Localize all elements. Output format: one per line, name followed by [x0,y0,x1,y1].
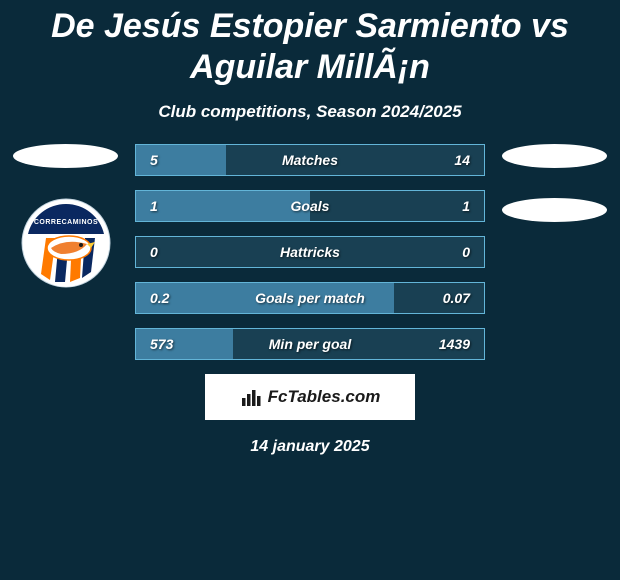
stat-label: Min per goal [136,336,484,352]
player2-club-logo-placeholder [502,198,607,222]
page-title: De Jesús Estopier Sarmiento vs Aguilar M… [0,0,620,92]
stat-right-value: 1 [462,198,470,214]
stat-row: 573Min per goal1439 [135,328,485,360]
stat-label: Goals [136,198,484,214]
content-wrap: CORRECAMINOS 5Matches14 1Goals1 0Hattricks… [0,144,620,360]
brand-text: FcTables.com [268,387,381,407]
stat-right-value: 0 [462,244,470,260]
svg-text:CORRECAMINOS: CORRECAMINOS [33,219,97,226]
stat-row: 1Goals1 [135,190,485,222]
stat-right-value: 0.07 [443,290,470,306]
stat-row: 0Hattricks0 [135,236,485,268]
stat-label: Goals per match [136,290,484,306]
date-line: 14 january 2025 [0,438,620,456]
stat-row: 0.2Goals per match0.07 [135,282,485,314]
stat-right-value: 1439 [439,336,470,352]
left-column: CORRECAMINOS [8,144,123,288]
stat-row: 5Matches14 [135,144,485,176]
subtitle: Club competitions, Season 2024/2025 [0,102,620,122]
stat-label: Hattricks [136,244,484,260]
brand-chip[interactable]: FcTables.com [205,374,415,420]
player1-club-logo: CORRECAMINOS [21,198,111,288]
player2-photo-placeholder [502,144,607,168]
stat-right-value: 14 [454,152,470,168]
stats-table: 5Matches14 1Goals1 0Hattricks0 0.2Goals per… [135,144,485,360]
stat-label: Matches [136,152,484,168]
right-column [497,144,612,238]
brand-icon [240,386,262,408]
player1-photo-placeholder [13,144,118,168]
